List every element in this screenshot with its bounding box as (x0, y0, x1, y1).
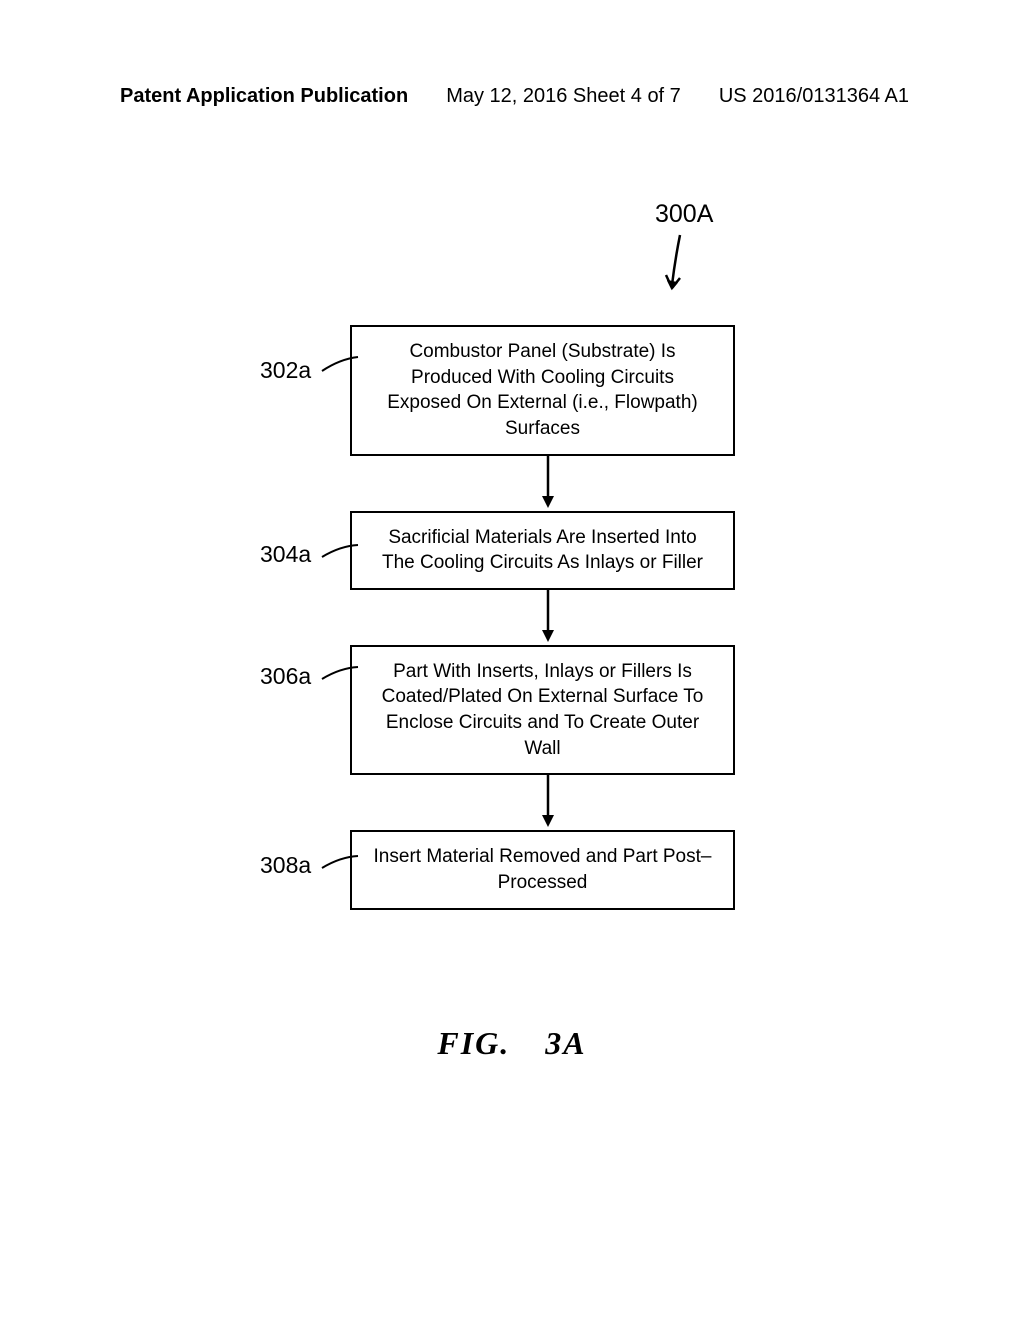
label-connector-icon (320, 355, 360, 380)
arrow-down-icon (538, 590, 558, 645)
label-308a: 308a (260, 852, 311, 879)
label-connector-icon (320, 665, 360, 685)
figure-container: 300A 302a Combustor Panel (Substrate) Is… (0, 200, 1024, 1100)
flow-row-2: 304a Sacrificial Materials Are Inserted … (290, 511, 790, 590)
label-connector-icon (320, 854, 360, 874)
header-publication: Patent Application Publication (120, 85, 408, 108)
label-connector-icon (320, 543, 360, 563)
flow-row-3: 306a Part With Inserts, Inlays or Filler… (290, 645, 790, 776)
arrow-down-icon (538, 456, 558, 511)
flow-box-308a: Insert Material Removed and Part Post–Pr… (350, 830, 735, 909)
header-patent-number: US 2016/0131364 A1 (719, 85, 909, 108)
reference-arrow-icon (660, 230, 700, 300)
flow-row-1: 302a Combustor Panel (Substrate) Is Prod… (290, 325, 790, 456)
arrow-down-icon (538, 775, 558, 830)
figure-caption: FIG. 3A (0, 1025, 1024, 1062)
flow-box-302a: Combustor Panel (Substrate) Is Produced … (350, 325, 735, 456)
label-306a: 306a (260, 663, 311, 690)
flow-row-4: 308a Insert Material Removed and Part Po… (290, 830, 790, 909)
label-304a: 304a (260, 541, 311, 568)
flow-box-304a: Sacrificial Materials Are Inserted Into … (350, 511, 735, 590)
flowchart: 302a Combustor Panel (Substrate) Is Prod… (290, 325, 790, 910)
reference-number-300a: 300A (655, 200, 713, 229)
flow-box-306a: Part With Inserts, Inlays or Fillers Is … (350, 645, 735, 776)
header-date-sheet: May 12, 2016 Sheet 4 of 7 (446, 85, 681, 108)
figure-caption-number: 3A (545, 1025, 586, 1061)
label-302a: 302a (260, 357, 311, 384)
figure-caption-prefix: FIG. (437, 1025, 510, 1061)
